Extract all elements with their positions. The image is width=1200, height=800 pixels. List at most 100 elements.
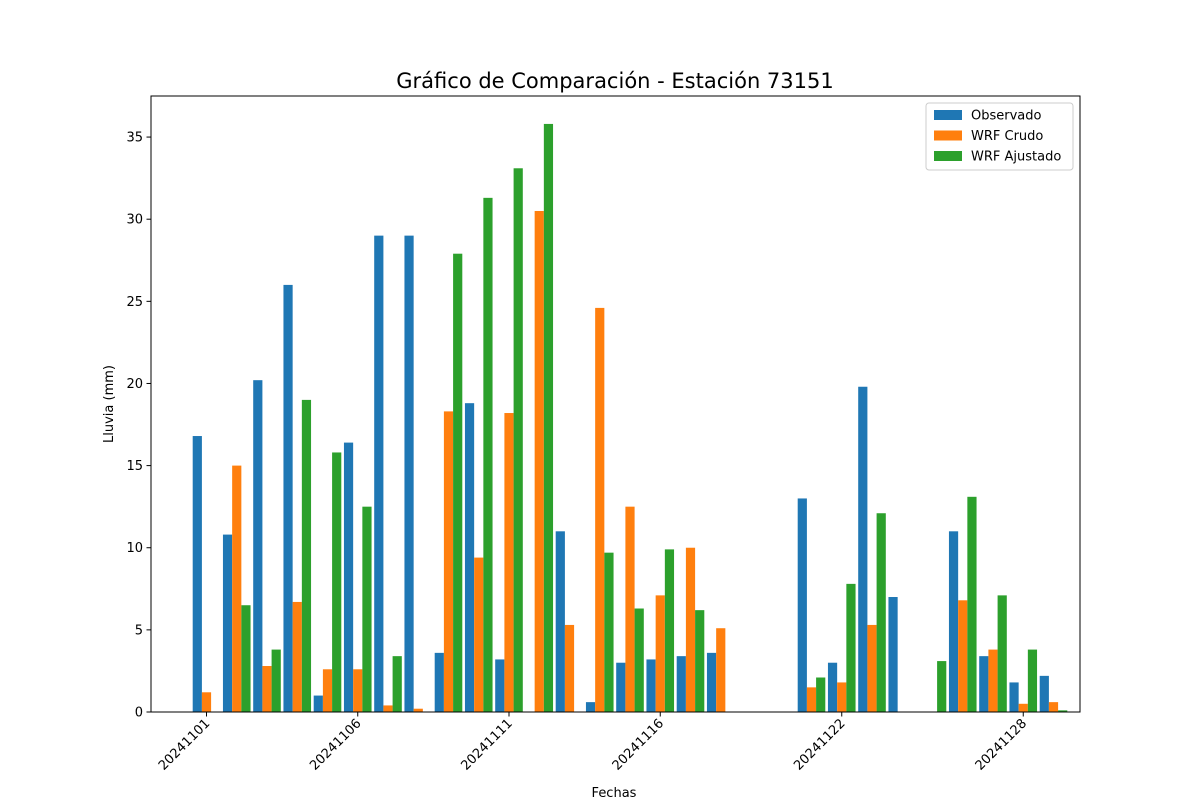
bar-wrf-crudo-2024-11-27 bbox=[988, 649, 998, 712]
bar-observado-2024-11-23 bbox=[858, 386, 868, 712]
bar-observado-2024-11-02 bbox=[222, 534, 233, 712]
legend-label: Observado bbox=[971, 109, 1042, 124]
bar-observado-2024-11-01 bbox=[192, 436, 202, 712]
plot-area bbox=[150, 95, 1081, 713]
bar-observado-2024-11-06 bbox=[343, 442, 354, 712]
bar-wrf-ajustado-2024-11-28 bbox=[1027, 649, 1038, 712]
bars-group bbox=[192, 123, 1068, 713]
bar-wrf-ajustado-2024-11-05 bbox=[332, 452, 342, 712]
bar-wrf-ajustado-2024-11-04 bbox=[301, 399, 312, 712]
y-tick-label: 30 bbox=[126, 213, 143, 228]
legend-swatch bbox=[934, 110, 962, 120]
bar-observado-2024-11-10 bbox=[464, 403, 475, 712]
legend-label: WRF Crudo bbox=[971, 129, 1043, 144]
bar-wrf-crudo-2024-11-10 bbox=[474, 557, 484, 712]
bar-wrf-crudo-2024-11-03 bbox=[262, 666, 272, 712]
chart-title: Gráfico de Comparación - Estación 73151 bbox=[396, 69, 833, 93]
bar-wrf-ajustado-2024-11-17 bbox=[695, 610, 705, 712]
bar-wrf-crudo-2024-11-12 bbox=[534, 210, 544, 713]
bar-observado-2024-11-03 bbox=[253, 380, 263, 712]
bar-wrf-ajustado-2024-11-06 bbox=[362, 506, 372, 712]
bar-wrf-crudo-2024-11-11 bbox=[504, 413, 514, 712]
bar-wrf-ajustado-2024-11-25 bbox=[937, 661, 947, 712]
bar-wrf-crudo-2024-11-13 bbox=[564, 624, 575, 712]
bar-wrf-crudo-2024-11-29 bbox=[1048, 702, 1059, 712]
bar-wrf-crudo-2024-11-04 bbox=[292, 601, 302, 712]
y-tick-label: 5 bbox=[135, 623, 143, 638]
bar-wrf-crudo-2024-11-08 bbox=[413, 708, 423, 712]
bar-wrf-ajustado-2024-11-16 bbox=[664, 549, 675, 712]
bar-observado-2024-11-11 bbox=[495, 659, 505, 712]
bar-wrf-ajustado-2024-11-02 bbox=[241, 605, 251, 712]
bar-wrf-crudo-2024-11-15 bbox=[625, 506, 635, 712]
bar-observado-2024-11-22 bbox=[827, 662, 838, 712]
y-tick-label: 0 bbox=[135, 706, 143, 721]
legend: Observado WRF Crudo WRF Ajustado bbox=[925, 102, 1074, 171]
legend-label: WRF Ajustado bbox=[971, 150, 1061, 165]
x-axis-label: Fechas bbox=[592, 786, 637, 800]
bar-wrf-ajustado-2024-11-09 bbox=[453, 253, 463, 712]
bar-observado-2024-11-24 bbox=[888, 597, 898, 712]
bar-wrf-crudo-2024-11-17 bbox=[685, 547, 696, 712]
bar-wrf-ajustado-2024-11-29 bbox=[1058, 710, 1068, 712]
legend-swatch bbox=[934, 130, 962, 141]
bar-observado-2024-11-07 bbox=[374, 235, 384, 712]
bar-wrf-crudo-2024-11-01 bbox=[201, 692, 212, 712]
bar-wrf-ajustado-2024-11-10 bbox=[483, 197, 493, 713]
bar-observado-2024-11-17 bbox=[676, 656, 686, 712]
x-tick-label: 20241101 bbox=[156, 716, 213, 773]
x-tick-label: 20241111 bbox=[458, 716, 515, 773]
bar-observado-2024-11-16 bbox=[646, 659, 656, 712]
bar-wrf-crudo-2024-11-23 bbox=[867, 624, 877, 712]
bar-wrf-ajustado-2024-11-03 bbox=[271, 649, 281, 712]
bar-wrf-crudo-2024-11-18 bbox=[716, 628, 726, 712]
bar-observado-2024-11-05 bbox=[313, 695, 323, 712]
bar-wrf-ajustado-2024-11-27 bbox=[997, 595, 1007, 712]
y-axis-label: Lluvia (mm) bbox=[102, 365, 117, 443]
bar-wrf-ajustado-2024-11-21 bbox=[816, 677, 826, 712]
bar-wrf-ajustado-2024-11-12 bbox=[543, 123, 554, 713]
legend-box bbox=[925, 102, 1074, 171]
y-tick-label: 20 bbox=[126, 377, 143, 392]
bar-observado-2024-11-15 bbox=[616, 662, 626, 712]
bar-observado-2024-11-27 bbox=[979, 656, 989, 712]
bar-wrf-ajustado-2024-11-23 bbox=[876, 513, 886, 712]
y-tick-label: 35 bbox=[126, 131, 143, 146]
legend-swatch bbox=[934, 151, 962, 161]
bar-wrf-ajustado-2024-11-22 bbox=[846, 583, 856, 712]
y-axis: 0 5 10 15 20 25 30 35 bbox=[126, 131, 151, 721]
y-tick-label: 15 bbox=[126, 459, 143, 474]
bar-wrf-ajustado-2024-11-07 bbox=[392, 656, 402, 712]
x-tick-label: 20241116 bbox=[610, 716, 667, 773]
bar-wrf-crudo-2024-11-05 bbox=[322, 669, 333, 712]
bar-observado-2024-11-14 bbox=[585, 702, 596, 712]
bar-wrf-crudo-2024-11-07 bbox=[383, 705, 393, 712]
x-tick-label: 20241106 bbox=[307, 716, 364, 773]
bar-observado-2024-11-04 bbox=[283, 284, 293, 712]
plot-frame bbox=[150, 95, 1081, 713]
bar-wrf-crudo-2024-11-16 bbox=[655, 595, 665, 712]
bar-observado-2024-11-26 bbox=[948, 531, 959, 712]
bar-observado-2024-11-18 bbox=[706, 652, 717, 712]
bar-observado-2024-11-08 bbox=[404, 235, 414, 712]
bar-observado-2024-11-28 bbox=[1009, 682, 1019, 712]
bar-wrf-crudo-2024-11-26 bbox=[958, 600, 968, 712]
y-tick-label: 10 bbox=[126, 541, 143, 556]
bar-wrf-crudo-2024-11-21 bbox=[806, 687, 817, 712]
x-tick-label: 20241122 bbox=[791, 716, 848, 773]
bar-wrf-crudo-2024-11-28 bbox=[1018, 703, 1028, 712]
bar-observado-2024-11-21 bbox=[797, 498, 807, 712]
bar-wrf-crudo-2024-11-22 bbox=[837, 682, 847, 712]
bar-wrf-crudo-2024-11-02 bbox=[232, 465, 242, 712]
x-axis: 20241101 20241106 20241111 20241116 20241122… bbox=[156, 712, 1030, 774]
bar-wrf-ajustado-2024-11-26 bbox=[967, 496, 977, 712]
y-tick-label: 25 bbox=[126, 295, 143, 310]
x-tick-label: 20241128 bbox=[973, 716, 1030, 773]
bar-wrf-crudo-2024-11-14 bbox=[595, 307, 605, 712]
bar-wrf-ajustado-2024-11-11 bbox=[513, 168, 523, 712]
bar-wrf-crudo-2024-11-06 bbox=[353, 669, 363, 712]
bar-wrf-ajustado-2024-11-14 bbox=[604, 552, 614, 712]
bar-observado-2024-11-09 bbox=[434, 652, 444, 712]
bar-observado-2024-11-13 bbox=[555, 531, 565, 712]
bar-observado-2024-11-29 bbox=[1039, 675, 1049, 712]
